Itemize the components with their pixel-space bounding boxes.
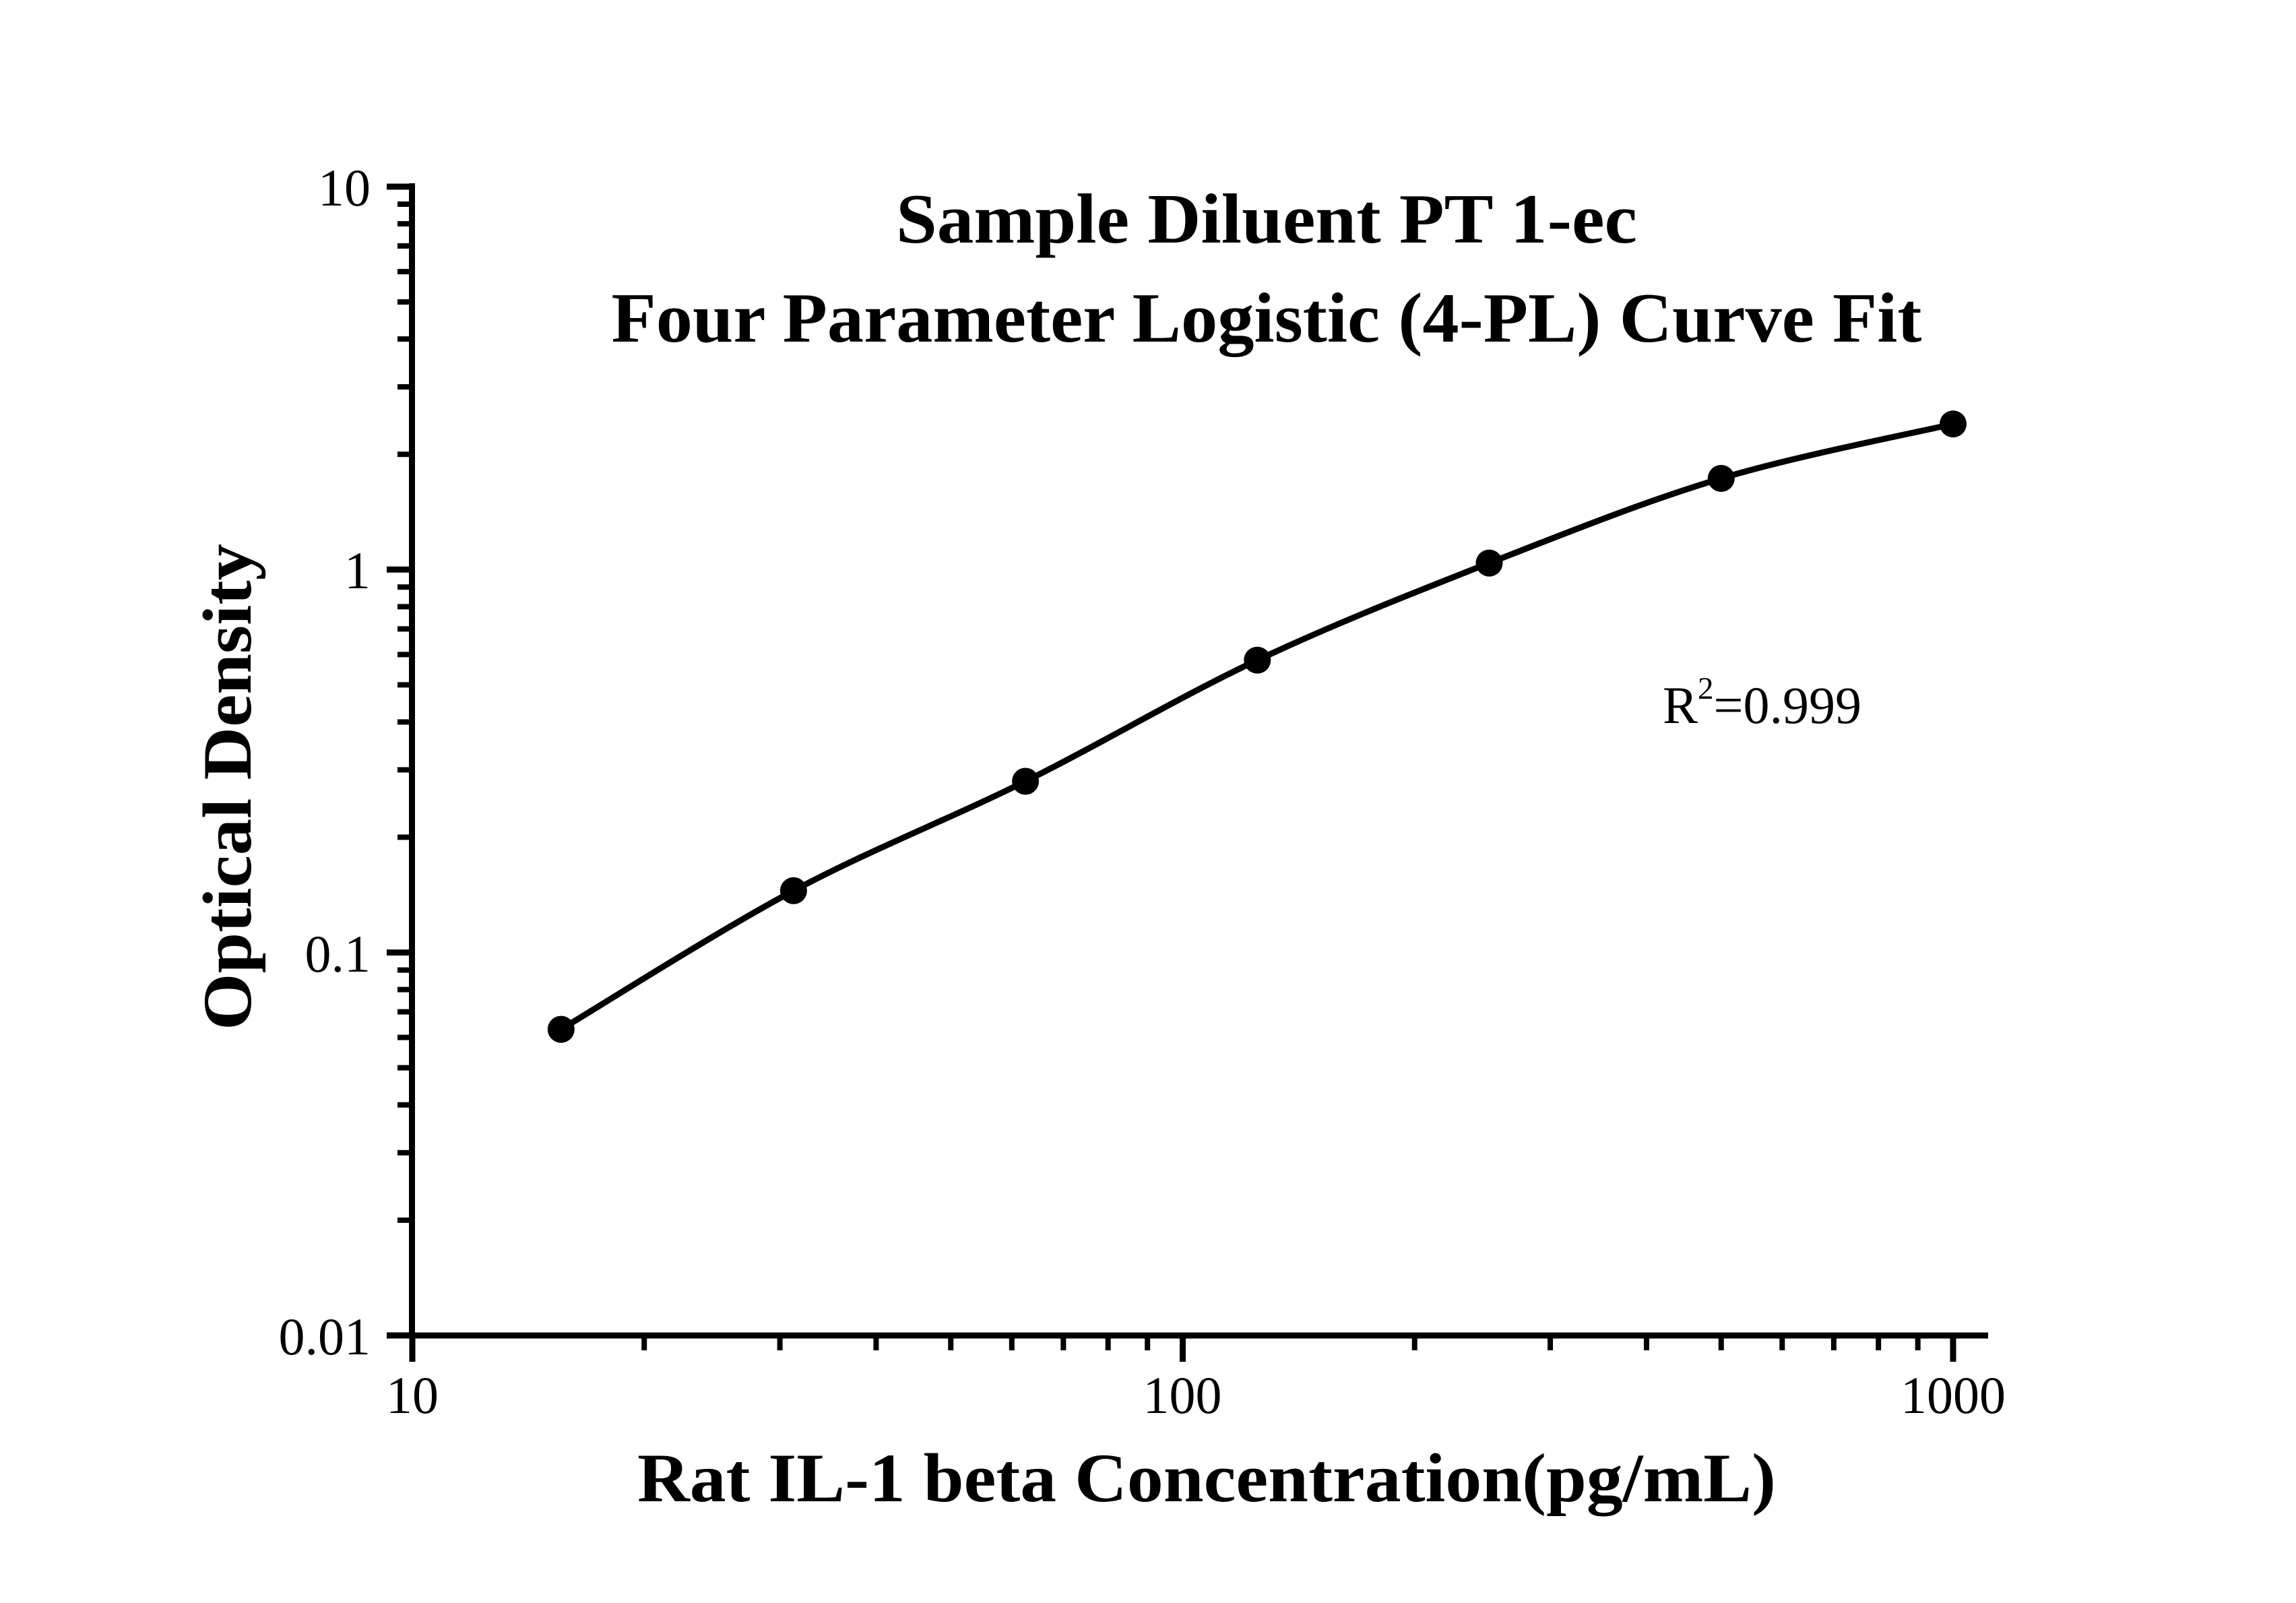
chart-title-line-2: Four Parameter Logistic (4-PL) Curve Fit: [612, 278, 1922, 357]
data-point-marker: [1012, 767, 1040, 795]
data-points-layer: [547, 410, 1967, 1043]
chart-title-line-1: Sample Diluent PT 1-ec: [896, 179, 1637, 258]
r-squared-base: R: [1663, 676, 1698, 734]
y-axis-ticks: [387, 183, 412, 1339]
y-axis-tick-labels: 10 1 0.1 0.01: [279, 158, 371, 1366]
r-squared-exponent: 2: [1698, 671, 1714, 706]
x-axis-ticks: [409, 1335, 1956, 1362]
y-tick-label-0-1: 0.1: [305, 924, 371, 983]
data-point-marker: [779, 877, 807, 904]
data-point-marker: [1244, 646, 1271, 674]
x-tick-label-100: 100: [1143, 1366, 1222, 1424]
y-tick-label-1: 1: [344, 541, 371, 600]
r-squared-value: =0.999: [1714, 676, 1862, 734]
y-tick-label-10: 10: [318, 158, 371, 217]
data-point-marker: [1940, 410, 1967, 438]
axis-spines: [387, 183, 1988, 1339]
data-point-marker: [1475, 549, 1503, 577]
x-tick-label-1000: 1000: [1901, 1366, 2006, 1424]
y-tick-label-0-01: 0.01: [279, 1307, 371, 1366]
data-point-marker: [1707, 465, 1735, 492]
r-squared-annotation: R2=0.999: [1663, 671, 1861, 734]
y-axis-title: Optical Density: [189, 544, 266, 1030]
x-axis-tick-labels: 10 100 1000: [386, 1366, 2006, 1424]
data-point-marker: [547, 1015, 575, 1043]
x-axis-title: Rat IL-1 beta Concentration(pg/mL): [637, 1440, 1776, 1517]
x-tick-label-10: 10: [386, 1366, 439, 1424]
